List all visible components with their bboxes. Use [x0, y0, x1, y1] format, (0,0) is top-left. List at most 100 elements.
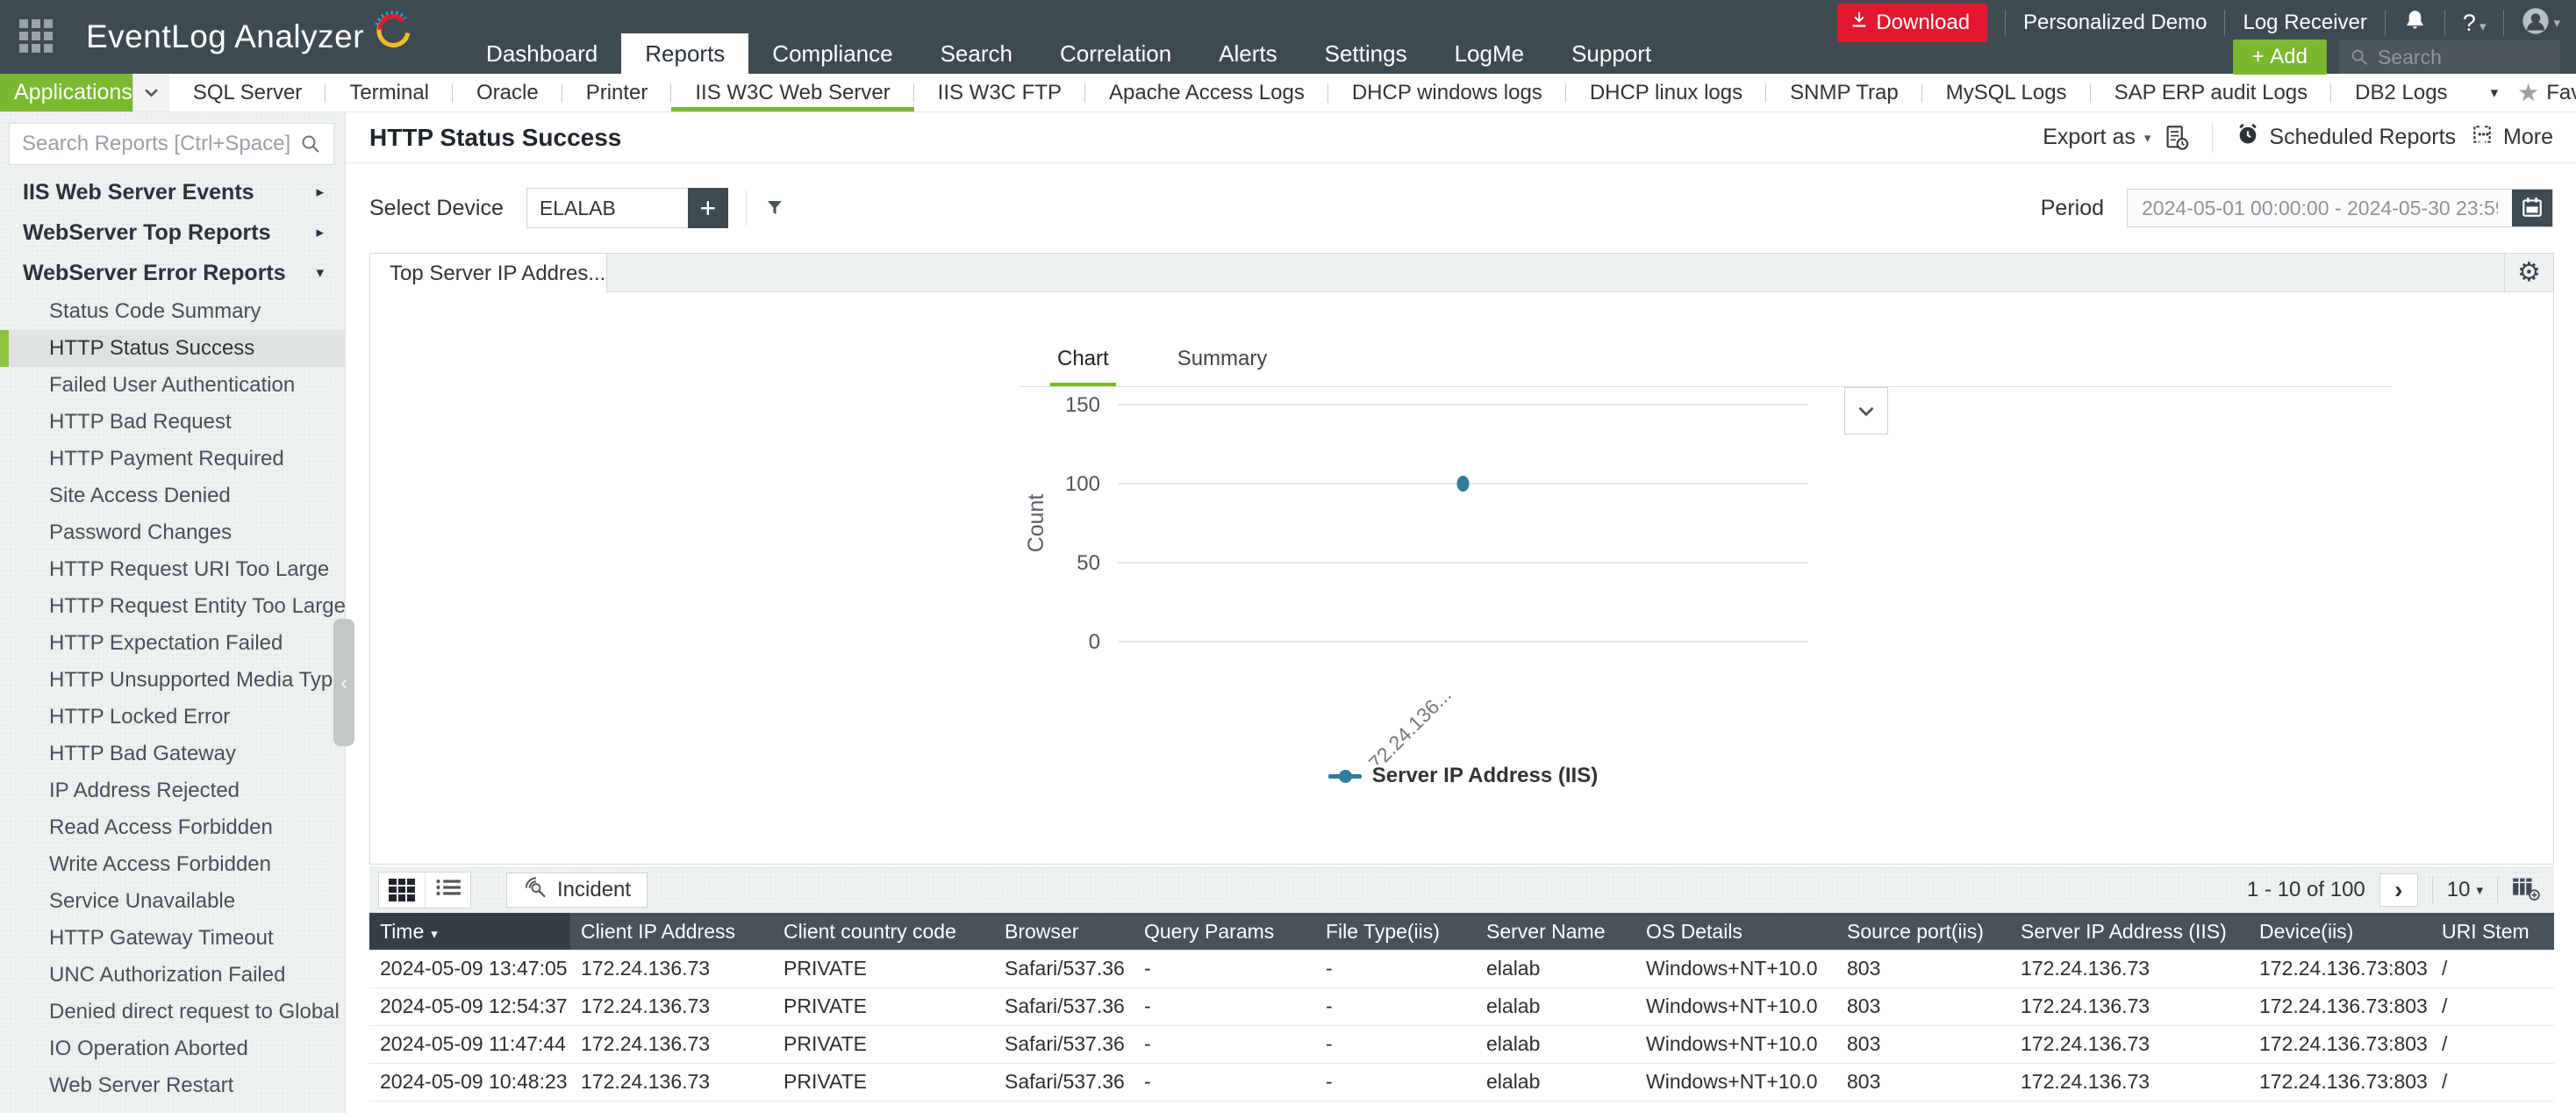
sidebar-report-item[interactable]: IP Address Rejected	[49, 779, 240, 802]
log-source-tab[interactable]: SAP ERP audit Logs	[2091, 74, 2332, 111]
column-header[interactable]: Server IP Address (IIS)▾	[2010, 913, 2249, 950]
export-as-button[interactable]: Export as ▾	[2043, 125, 2151, 149]
nav-item[interactable]: Correlation	[1059, 40, 1172, 67]
chart-view-tab[interactable]: Summary	[1177, 347, 1268, 370]
chart-view-tab[interactable]: Chart	[1050, 347, 1116, 386]
log-source-tab[interactable]: Terminal	[326, 74, 453, 111]
column-header[interactable]: Client country code▾	[773, 913, 994, 950]
nav-item[interactable]: Compliance	[772, 40, 893, 67]
sidebar-report-item[interactable]: Web Server Restart	[49, 1074, 234, 1097]
legend-item[interactable]: Server IP Address (IIS)	[1327, 764, 1598, 788]
page-size-dropdown[interactable]: 10 ▾	[2446, 877, 2483, 901]
log-receiver-link[interactable]: Log Receiver	[2243, 11, 2367, 34]
sidebar-collapse-handle[interactable]: ‹	[333, 619, 354, 746]
sidebar-report-item[interactable]: Site Access Denied	[49, 484, 231, 507]
notifications-bell-icon[interactable]	[2403, 8, 2427, 38]
nav-item[interactable]: Search	[940, 40, 1013, 67]
log-source-tab[interactable]: Apache Access Logs	[1085, 74, 1328, 111]
sidebar-report-item[interactable]: HTTP Locked Error	[49, 705, 231, 729]
nav-item[interactable]: Settings	[1324, 40, 1407, 67]
personalized-demo-link[interactable]: Personalized Demo	[2023, 11, 2207, 34]
sidebar-report-item[interactable]: HTTP Request Entity Too Large	[49, 594, 346, 618]
panel-tab-top-server-ip[interactable]: Top Server IP Addres...	[370, 254, 607, 293]
list-view-button[interactable]	[425, 872, 470, 908]
sidebar-report-item[interactable]: Status Code Summary	[49, 299, 261, 323]
column-header[interactable]: Source port(iis)▾	[1836, 913, 2010, 950]
sidebar-report-item[interactable]: IO Operation Aborted	[49, 1037, 248, 1060]
nav-item[interactable]: Alerts	[1219, 40, 1277, 67]
log-source-tab[interactable]: IIS W3C Web Server	[671, 74, 914, 111]
sidebar-report-item[interactable]: HTTP Bad Gateway	[49, 742, 236, 765]
next-page-button[interactable]: ›	[2379, 872, 2418, 907]
table-row[interactable]: 2024-05-09 10:48:23 172.24.136.73 PRIVAT…	[369, 1063, 2554, 1102]
app-grid-icon[interactable]	[19, 19, 54, 54]
add-button[interactable]: + Add	[2232, 39, 2327, 75]
scheduled-reports-button[interactable]: Scheduled Reports	[2236, 122, 2456, 153]
column-header[interactable]: Client IP Address▾	[570, 913, 773, 950]
export-schedule-icon[interactable]	[2165, 125, 2189, 151]
global-search-input[interactable]	[2378, 45, 2536, 69]
applications-dropdown[interactable]: Applications	[0, 74, 169, 111]
report-search-box[interactable]	[9, 123, 334, 165]
table-row[interactable]: 2024-05-09 13:47:05 172.24.136.73 PRIVAT…	[369, 950, 2554, 988]
sidebar-report-item[interactable]: HTTP Request URI Too Large	[49, 557, 330, 581]
nav-item[interactable]: Support	[1571, 40, 1652, 67]
device-input[interactable]	[526, 188, 688, 228]
download-button[interactable]: Download	[1837, 4, 1988, 42]
calendar-button[interactable]	[2512, 190, 2552, 226]
log-source-tab[interactable]: DHCP linux logs	[1566, 74, 1767, 111]
log-source-tab[interactable]: Oracle	[453, 74, 562, 111]
panel-settings-button[interactable]: ⚙	[2504, 254, 2553, 291]
sidebar-group[interactable]: IIS Web Server Events	[0, 172, 345, 212]
sidebar-report-item[interactable]: Password Changes	[49, 521, 233, 544]
column-header[interactable]: Browser▾	[994, 913, 1134, 950]
favorites-button[interactable]: ★ Favorites	[2517, 78, 2576, 107]
sidebar-report-item[interactable]: HTTP Gateway Timeout	[49, 926, 274, 950]
grid-view-button[interactable]	[379, 872, 425, 908]
column-header[interactable]: Server Name▾	[1476, 913, 1635, 950]
log-source-tab[interactable]: IIS W3C FTP	[914, 74, 1086, 111]
sidebar-group[interactable]: WebServer Error Reports	[0, 253, 345, 293]
sidebar-report-item[interactable]: HTTP Unsupported Media Type	[49, 668, 345, 692]
column-header[interactable]: Time ▾	[369, 913, 570, 950]
sidebar-report-item[interactable]: UNC Authorization Failed	[49, 963, 286, 987]
sidebar-report-item[interactable]: Denied direct request to Global	[49, 1000, 340, 1023]
period-input[interactable]	[2128, 190, 2512, 226]
incident-button[interactable]: Incident	[506, 872, 648, 908]
column-header[interactable]: Device(iis)▾	[2249, 913, 2431, 950]
sidebar-report-item[interactable]: Failed User Authentication	[49, 373, 296, 397]
more-tabs-caret-icon[interactable]: ▾	[2490, 83, 2499, 102]
nav-item[interactable]: Dashboard	[486, 40, 598, 67]
log-source-tab[interactable]: SNMP Trap	[1766, 74, 1922, 111]
sidebar-group[interactable]: WebServer Top Reports	[0, 212, 345, 253]
column-header[interactable]: File Type(iis)▾	[1315, 913, 1476, 950]
table-row[interactable]: 2024-05-09 11:47:44 172.24.136.73 PRIVAT…	[369, 1025, 2554, 1064]
log-source-tab[interactable]: DB2 Logs	[2355, 81, 2448, 104]
sidebar-report-item[interactable]: HTTP Bad Request	[49, 410, 232, 434]
app-logo[interactable]: EventLog Analyzer	[86, 0, 415, 74]
report-search-input[interactable]	[22, 132, 300, 156]
sidebar-report-item[interactable]: HTTP Status Success	[0, 330, 345, 367]
log-source-tab[interactable]: MySQL Logs	[1922, 74, 2091, 111]
column-header[interactable]: Query Params▾	[1134, 913, 1315, 950]
sidebar-report-item[interactable]: HTTP Expectation Failed	[49, 631, 283, 655]
more-button[interactable]: More	[2470, 123, 2553, 152]
nav-item[interactable]: Reports	[621, 33, 749, 74]
user-menu[interactable]: ▾	[2522, 7, 2560, 39]
sidebar-report-item[interactable]: Write Access Forbidden	[49, 852, 271, 876]
help-menu[interactable]: ? ▾	[2463, 10, 2487, 37]
nav-item[interactable]: LogMe	[1454, 40, 1525, 67]
log-source-tab[interactable]: SQL Server	[169, 74, 326, 111]
table-row[interactable]: 2024-05-09 12:54:37 172.24.136.73 PRIVAT…	[369, 987, 2554, 1026]
sidebar-report-item[interactable]: Service Unavailable	[49, 889, 236, 913]
column-header[interactable]: OS Details▾	[1635, 913, 1836, 950]
sidebar-report-item[interactable]: HTTP Payment Required	[49, 447, 284, 470]
chart-type-dropdown[interactable]	[1844, 387, 1888, 434]
column-header[interactable]: URI Stem▾	[2431, 913, 2554, 950]
global-search-box[interactable]	[2339, 40, 2560, 74]
log-source-tab[interactable]: DHCP windows logs	[1328, 74, 1566, 111]
sidebar-report-item[interactable]: Read Access Forbidden	[49, 815, 273, 839]
add-column-button[interactable]	[2512, 877, 2540, 903]
filter-funnel-icon[interactable]	[764, 197, 785, 219]
add-device-button[interactable]: +	[687, 188, 728, 228]
